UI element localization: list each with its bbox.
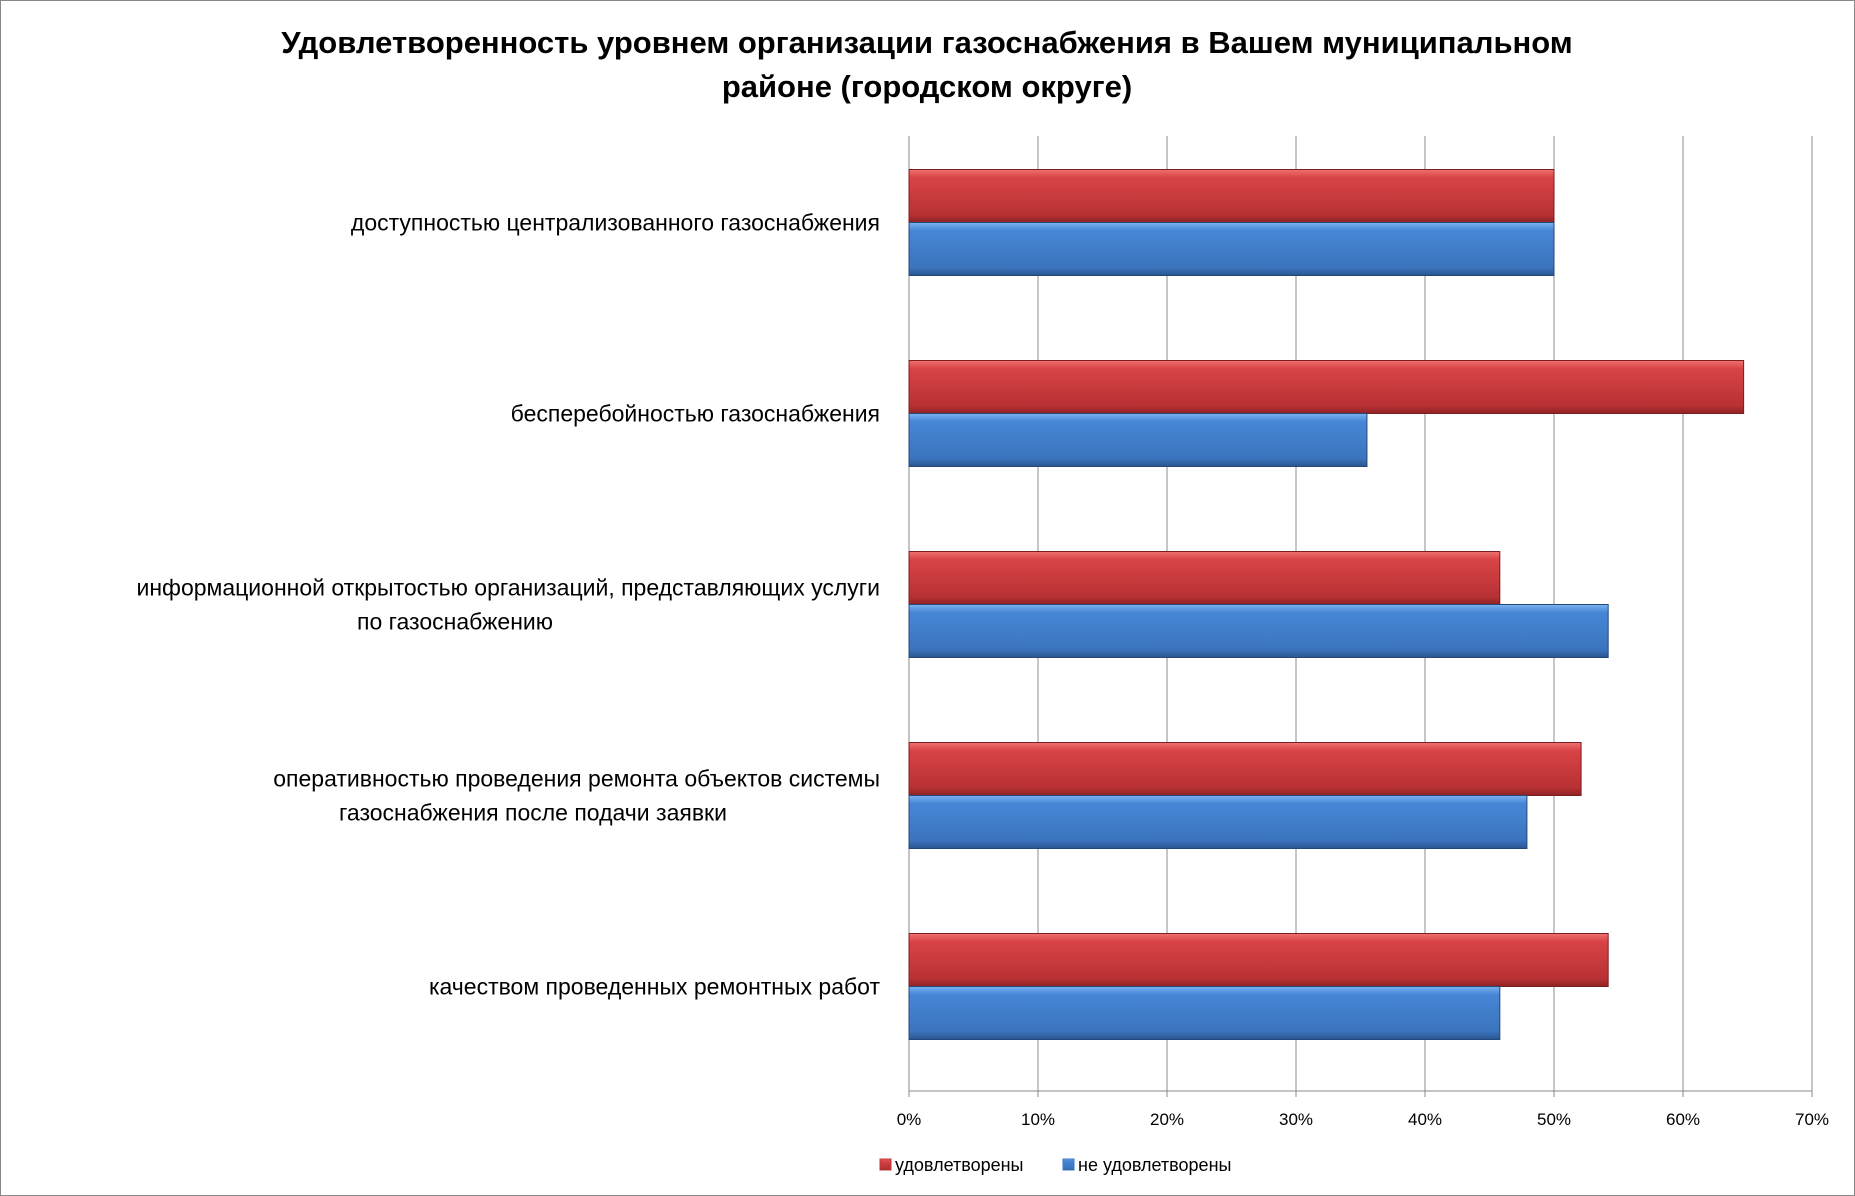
- bar-not-satisfied: [908, 986, 1501, 1040]
- bar-not-satisfied: [908, 604, 1609, 658]
- bar-not-satisfied: [908, 413, 1368, 467]
- x-tick-label: 20%: [1150, 1110, 1184, 1129]
- category-label: по газоснабжению: [357, 609, 553, 635]
- bar-satisfied: [908, 933, 1609, 987]
- category-label: качеством проведенных ремонтных работ: [429, 974, 881, 1000]
- x-tick-label: 60%: [1666, 1110, 1700, 1129]
- x-tick-label: 30%: [1279, 1110, 1313, 1129]
- legend-swatch-icon: [879, 1158, 892, 1171]
- category-label: газоснабжения после подачи заявки: [339, 800, 727, 826]
- x-tick-label: 0%: [897, 1110, 922, 1129]
- chart-title: районе (городском округе): [722, 69, 1132, 104]
- x-tick-label: 70%: [1795, 1110, 1829, 1129]
- bar-not-satisfied: [908, 795, 1528, 849]
- chart-title: Удовлетворенность уровнем организации га…: [281, 25, 1572, 60]
- x-tick-label: 10%: [1021, 1110, 1055, 1129]
- legend-label: не удовлетворены: [1078, 1155, 1231, 1175]
- x-tick-label: 40%: [1408, 1110, 1442, 1129]
- bar-not-satisfied: [908, 222, 1555, 276]
- bar-satisfied: [908, 169, 1555, 223]
- category-label: оперативностью проведения ремонта объект…: [273, 766, 880, 792]
- bar-satisfied: [908, 360, 1745, 414]
- category-label: информационной открытостью организаций, …: [136, 575, 880, 601]
- legend-label: удовлетворены: [895, 1155, 1024, 1175]
- x-tick-label: 50%: [1537, 1110, 1571, 1129]
- bar-satisfied: [908, 551, 1501, 605]
- legend-swatch-icon: [1062, 1158, 1075, 1171]
- category-label: доступностью централизованного газоснабж…: [351, 210, 880, 236]
- category-label: бесперебойностью газоснабжения: [511, 401, 880, 427]
- bar-satisfied: [908, 742, 1582, 796]
